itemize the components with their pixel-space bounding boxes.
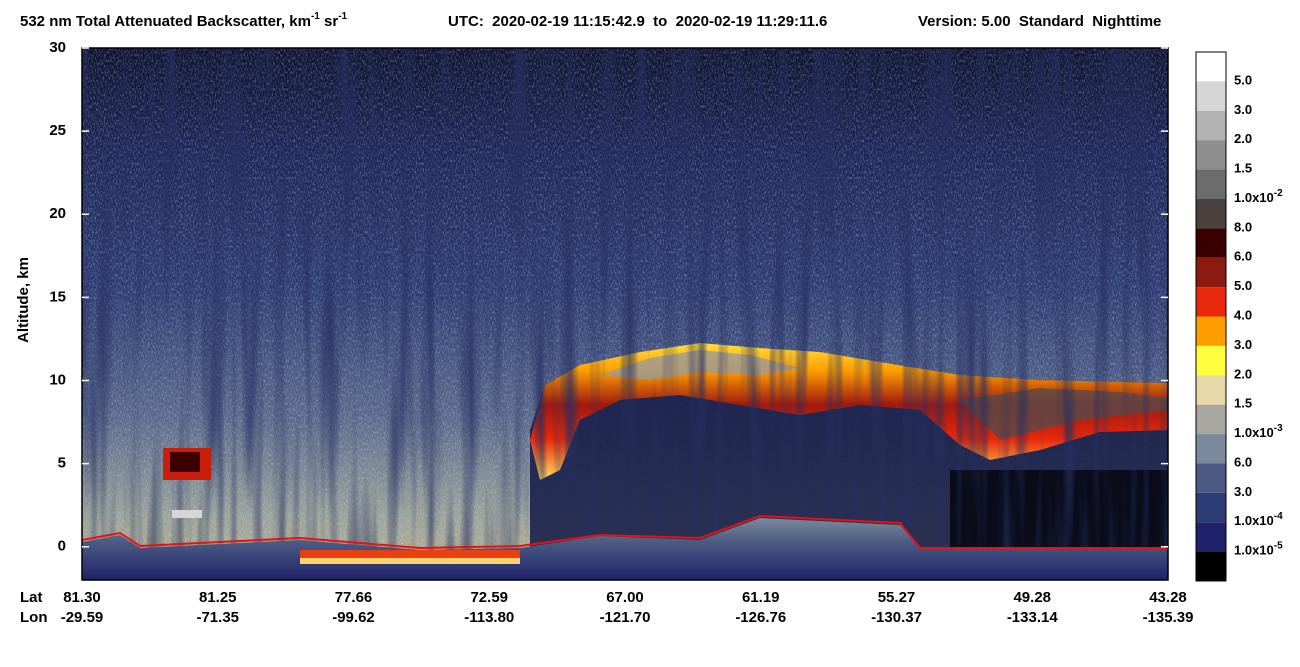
colorbar-label-sup: -2 [1274,188,1283,199]
x-tick-label: 61.19 [742,589,780,606]
colorbar-box [1196,404,1226,435]
colorbar-box [1196,228,1226,258]
colorbar-box [1196,345,1226,376]
colorbar-label: 2.0 [1234,132,1252,147]
chart-title: 532 nm Total Attenuated Backscatter, km-… [20,11,348,30]
utc-range: UTC: 2020-02-19 11:15:42.9 to 2020-02-19… [448,13,827,30]
colorbar-label-text: 3.0 [1234,337,1252,352]
colorbar-label-text: 4.0 [1234,308,1252,323]
y-tick-label: 20 [49,205,66,222]
colorbar-label-text: 1.5 [1234,161,1252,176]
colorbar-label: 1.0x10-3 [1234,423,1283,441]
title-text: 532 nm Total Attenuated Backscatter, km [20,13,311,30]
colorbar-label: 5.0 [1234,73,1252,88]
x-tick-label: -29.59 [61,609,104,626]
colorbar-box [1196,434,1226,464]
colorbar-box [1196,522,1226,552]
colorbar-label-text: 5.0 [1234,279,1252,294]
colorbar-label: 1.5 [1234,161,1252,176]
y-tick-label: 30 [49,39,66,56]
colorbar-label: 1.0x10-5 [1234,540,1283,558]
x-tick-label: -133.14 [1007,609,1059,626]
x-tick-label: 55.27 [878,589,916,606]
colorbar-box [1196,110,1226,141]
colorbar-box [1196,316,1226,346]
colorbar-box [1196,198,1226,229]
x-tick-label: -99.62 [332,609,375,626]
x-tick-label: 77.66 [335,589,373,606]
x-tick-label: -135.39 [1143,609,1194,626]
colorbar-label-text: 8.0 [1234,220,1252,235]
colorbar-label: 6.0 [1234,455,1252,470]
colorbar-label: 3.0 [1234,484,1252,499]
colorbar-label-text: 6.0 [1234,455,1252,470]
colorbar-label-text: 2.0 [1234,367,1252,382]
colorbar-label: 1.5 [1234,396,1252,411]
colorbar-label-text: 1.0x10 [1234,425,1274,440]
colorbar-label: 5.0 [1234,279,1252,294]
colorbar-label-text: 1.0x10 [1234,514,1274,529]
version: Version: 5.00 Standard Nighttime [918,13,1161,30]
colorbar-label-text: 2.0 [1234,132,1252,147]
colorbar: 5.03.02.01.51.0x10-28.06.05.04.03.02.01.… [1195,51,1283,582]
colorbar-label-text: 1.0x10 [1234,543,1274,558]
y-tick-label: 15 [49,288,66,305]
y-tick-label: 5 [58,455,66,472]
colorbar-frame [1195,51,1227,582]
colorbar-label: 3.0 [1234,337,1252,352]
colorbar-box [1196,551,1226,581]
x-tick-label: 49.28 [1013,589,1051,606]
colorbar-box [1196,257,1226,288]
y-axis-label: Altitude, km [15,257,32,343]
y-tick-label: 10 [49,371,66,388]
colorbar-box [1196,52,1226,82]
colorbar-label: 1.0x10-2 [1234,188,1283,206]
x-tick-label: -113.80 [464,609,514,626]
title-text: sr [320,13,339,30]
plot-frame [81,47,1169,581]
colorbar-box [1196,375,1226,405]
x-tick-label: 81.30 [63,589,101,606]
y-tick-label: 25 [49,122,66,139]
colorbar-label: 1.0x10-4 [1234,511,1283,529]
x-tick-label: 43.28 [1149,589,1187,606]
colorbar-label-text: 3.0 [1234,102,1252,117]
colorbar-label-text: 3.0 [1234,484,1252,499]
colorbar-label-text: 6.0 [1234,249,1252,264]
x-tick-label: 81.25 [199,589,237,606]
colorbar-label: 3.0 [1234,102,1252,117]
colorbar-label-sup: -5 [1274,540,1283,551]
colorbar-box [1196,463,1226,493]
x-tick-label: 72.59 [470,589,508,606]
colorbar-box [1196,81,1226,111]
x-row-label: Lat [20,589,43,606]
x-tick-label: -130.37 [871,609,922,626]
colorbar-box [1196,492,1226,523]
colorbar-label: 6.0 [1234,249,1252,264]
x-tick-label: -121.70 [600,609,651,626]
colorbar-label-text: 1.0x10 [1234,190,1274,205]
colorbar-label-sup: -3 [1274,423,1283,434]
x-tick-label: -126.76 [735,609,786,626]
colorbar-box [1196,140,1226,170]
colorbar-label: 4.0 [1234,308,1252,323]
curtain-image [82,48,1168,580]
y-tick-label: 0 [58,538,66,555]
x-row-label: Lon [20,609,48,626]
x-tick-label: 67.00 [606,589,644,606]
x-tick-label: -71.35 [196,609,239,626]
colorbar-box [1196,169,1226,199]
colorbar-box [1196,287,1226,317]
title-sup: -1 [338,11,347,22]
colorbar-label-text: 1.5 [1234,396,1252,411]
colorbar-label-sup: -4 [1274,511,1283,522]
colorbar-label: 8.0 [1234,220,1252,235]
colorbar-label: 2.0 [1234,367,1252,382]
title-sup: -1 [311,11,320,22]
colorbar-label-text: 5.0 [1234,73,1252,88]
